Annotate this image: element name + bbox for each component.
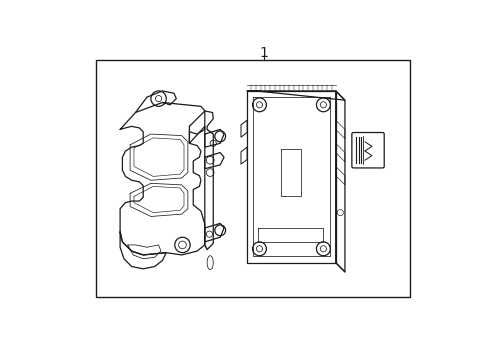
Bar xyxy=(96,60,409,297)
Text: 1: 1 xyxy=(259,46,268,60)
FancyBboxPatch shape xyxy=(351,132,384,168)
